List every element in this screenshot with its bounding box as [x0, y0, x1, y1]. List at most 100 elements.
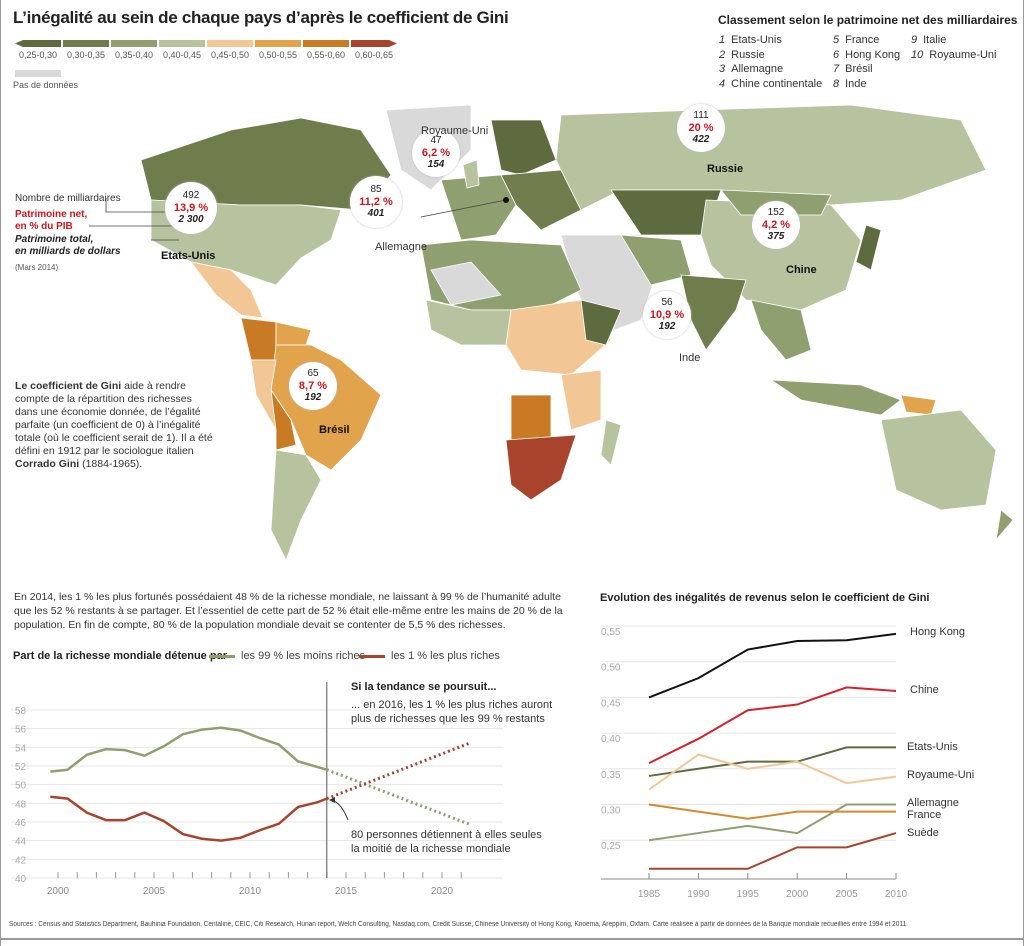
series-label: Allemagne [907, 797, 959, 809]
map-bolivia [270, 389, 297, 451]
country-bubble: 47 6,2 % 154 [412, 129, 460, 177]
ranking-country: Brésil [845, 63, 873, 75]
ranking-item: 9 Italie [911, 34, 946, 46]
projection-text: ... en 2016, les 1 % les plus riches aur… [351, 698, 552, 726]
ranking-country: Inde [845, 77, 867, 90]
projection-heading: Si la tendance se poursuit... [351, 681, 497, 693]
legend-swatch [63, 40, 109, 47]
sources: Sources : Census and Statistics Departme… [9, 921, 908, 928]
gini-chart-title: Evolution des inégalités de revenus selo… [600, 592, 930, 604]
map-mexico [190, 261, 264, 319]
bubble-net-worth-pct: 4,2 % [761, 219, 791, 231]
map-scandinavia [490, 119, 557, 176]
ranking-item: 4 Chine continentale [719, 78, 822, 90]
series-label: Chine [910, 684, 939, 696]
key-total-2: en milliards de dollars [15, 246, 121, 257]
map-angola [510, 394, 552, 441]
map-uk [462, 159, 480, 189]
map-title: L’inégalité au sein de chaque pays d’apr… [13, 8, 509, 27]
ranking-number: 7 [833, 63, 840, 75]
key-date: (Mars 2014) [15, 263, 59, 272]
germany-pointer [420, 199, 507, 218]
y-tick-label: 46 [15, 818, 27, 829]
x-tick-label: 1990 [687, 889, 710, 900]
ranking-number: 6 [833, 48, 840, 61]
germany-marker [503, 197, 509, 203]
y-tick-label: 58 [15, 706, 27, 717]
legend-1-swatch [359, 654, 385, 658]
key-billionaires: Nombre de milliardaires [15, 193, 121, 204]
bubble-net-worth-pct: 8,7 % [298, 380, 328, 392]
series-line [648, 746, 896, 777]
bubble-total: 192 [658, 321, 676, 332]
series-label: Suède [907, 827, 939, 839]
legend-label: 0,50-0,55 [258, 50, 298, 60]
country-label: Brésil [319, 424, 350, 436]
ranking-country: Etats-Unis [731, 34, 782, 46]
map-madagascar [600, 419, 622, 466]
country-bubble: 56 10,9 % 192 [643, 291, 691, 339]
key-arrow-count [105, 198, 179, 213]
ranking-number: 4 [719, 77, 726, 90]
key-net-worth-1: Patrimoine net, [15, 209, 88, 220]
x-tick-label: 2000 [47, 886, 70, 897]
map-sahara [430, 261, 502, 306]
x-tick-label: 2005 [835, 889, 858, 900]
x-tick-label: 2020 [431, 886, 454, 897]
ranking-country: Italie [923, 34, 947, 46]
bubble-count: 47 [430, 135, 442, 146]
country-bubble: 65 8,7 % 192 [289, 362, 337, 410]
ranking-item: 1 Etats-Unis [719, 34, 782, 46]
x-tick-label: 2000 [786, 889, 809, 900]
legend-99: les 99 % les moins riches [209, 650, 365, 662]
y-tick-label: 54 [15, 743, 27, 754]
nodata-label: Pas de données [13, 80, 79, 90]
map-europe-east [500, 169, 582, 231]
series-line [649, 832, 897, 870]
bubble-net-worth-pct: 20 % [688, 122, 714, 134]
country-label: Royaume-Uni [421, 125, 489, 137]
ranking-item: 10 Royaume-Uni [911, 49, 997, 61]
ranking-country: France [845, 34, 880, 46]
y-tick-label: 0,25 [601, 841, 621, 852]
legend-label: 0,35-0,40 [114, 50, 154, 60]
legend-label: 0,45-0,50 [210, 50, 250, 60]
series-line [648, 753, 897, 791]
key-total: Patrimoine total, en milliards de dollars [15, 234, 121, 258]
bubble-count: 56 [661, 297, 673, 308]
ranking-title: Classement selon le patrimoine net des m… [718, 13, 1018, 27]
legend-label: 0,25-0,30 [18, 50, 58, 60]
map-colombia [240, 317, 277, 361]
y-tick-label: 52 [15, 762, 27, 773]
eighty-people-note: 80 personnes détiennent à elles seules la… [351, 828, 542, 856]
legend-label: 0,30-0,35 [66, 50, 106, 60]
legend-swatch [15, 40, 61, 47]
country-label: Chine [786, 264, 817, 276]
map-japan [855, 224, 882, 271]
series-line [648, 803, 896, 842]
legend-1-label: les 1 % les plus riches [391, 650, 500, 662]
bubble-total: 2 300 [178, 214, 204, 225]
x-tick-label: 2005 [143, 886, 166, 897]
ranking-country: Allemagne [731, 63, 784, 75]
legend-swatch [159, 40, 205, 47]
legend-label: 0,40-0,45 [162, 50, 202, 60]
bubble-total: 401 [367, 208, 385, 219]
bubble-count: 65 [307, 368, 319, 379]
arrow-head-icon [329, 797, 335, 803]
legend-label: 0,60-0,65 [354, 50, 394, 60]
gini-bold-1: Le coefficient de Gini [15, 380, 122, 392]
legend-99-swatch [209, 654, 235, 658]
y-tick-label: 0,40 [601, 734, 621, 745]
series-label: Royaume-Uni [907, 769, 974, 781]
ranking-item: 8 Inde [833, 78, 867, 90]
ranking-number: 10 [911, 48, 924, 61]
bubble-count: 111 [693, 110, 709, 121]
y-tick-label: 0,30 [601, 806, 621, 817]
wealth-share-chart: 40 42 44 46 48 50 52 54 56 58 2000 2005 2010 2015 2020 [11, 682, 503, 897]
key-net-worth: Patrimoine net, en % du PIB [15, 209, 87, 233]
ranking-number: 8 [833, 77, 840, 90]
series-line [648, 686, 897, 764]
legend-swatch [303, 40, 349, 47]
y-tick-label: 0,50 [601, 663, 621, 674]
